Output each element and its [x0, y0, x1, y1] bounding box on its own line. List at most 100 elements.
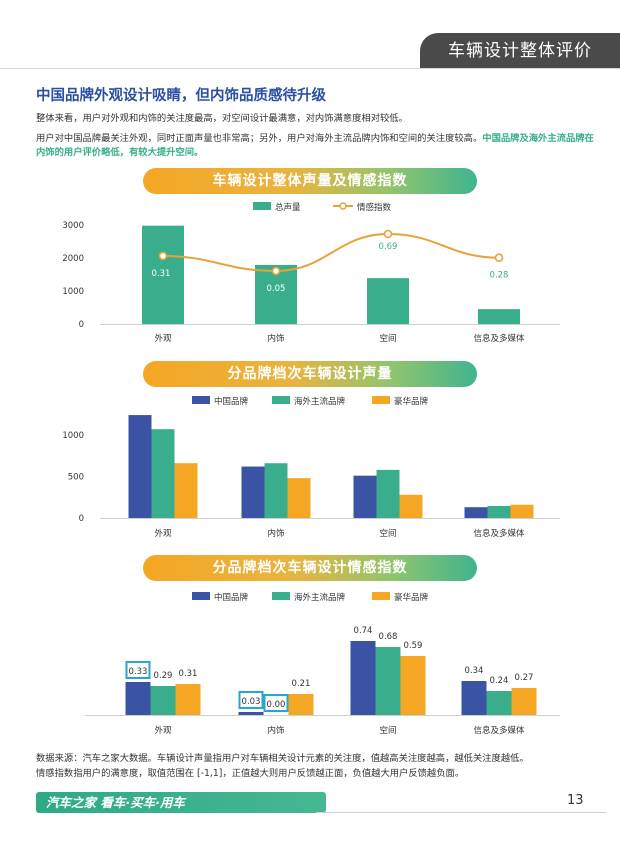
bar-volume-1 — [376, 469, 400, 518]
sentiment-data-label: 0.24 — [490, 676, 509, 686]
x-category-label: 信息及多媒体 — [473, 528, 525, 539]
legend-label-2: 豪华品牌 — [394, 592, 429, 603]
bar-volume-0 — [128, 415, 152, 518]
legend-swatch-2 — [372, 396, 390, 404]
chart-brand-tier-sentiment: 中国品牌 海外主流品牌 豪华品牌 0.33 0.29 0.31 外观 0.03 0.00 0.21… — [85, 592, 560, 736]
bar-volume-1 — [487, 505, 511, 518]
bar-sentiment-0 — [125, 682, 151, 715]
footnote: 数据来源：汽车之家大数据。车辆设计声量指用户对车辆相关设计元素的关注度，值越高关… — [36, 751, 606, 781]
sentiment-point — [494, 253, 504, 263]
detail-paragraph-highlight: 中国品牌及海外主流品牌在内饰的用户评价略低，有较大提升空间。 — [36, 133, 594, 158]
sentiment-data-label: 0.05 — [267, 284, 286, 294]
header-divider — [0, 68, 620, 69]
legend-label-1: 海外主流品牌 — [294, 592, 346, 603]
chart1-title-banner: 车辆设计整体声量及情感指数 — [143, 168, 477, 194]
y-tick-label: 0 — [79, 320, 84, 330]
sentiment-data-label: 0.28 — [490, 271, 509, 281]
sentiment-data-label: 0.74 — [354, 626, 373, 636]
legend-swatch-total-volume — [253, 202, 271, 210]
highlight-box — [263, 694, 289, 712]
x-category-label: 内饰 — [267, 725, 285, 736]
legend-label-0: 中国品牌 — [214, 592, 249, 603]
bar-sentiment-1 — [150, 686, 176, 715]
legend-label-2: 豪华品牌 — [394, 396, 429, 407]
sentiment-data-label: 0.21 — [292, 679, 311, 689]
page-number: 13 — [567, 793, 584, 808]
bar-volume-2 — [399, 494, 423, 518]
chart-overall-volume-sentiment: 总声量 情感指数 0 1000 2000 3000 外观 内饰 空间 信息及多媒体 0.31 0.05… — [62, 202, 560, 344]
bar-sentiment-0 — [350, 641, 376, 715]
x-category-label: 外观 — [154, 528, 172, 539]
x-category-label: 空间 — [379, 725, 396, 736]
legend-swatch-0 — [192, 592, 210, 600]
sentiment-definition-note: 情感指数指用户的满意度，取值范围在 [-1,1]，正值越大则用户反馈越正面，负值… — [36, 768, 465, 779]
sentiment-data-label: 0.69 — [379, 242, 398, 252]
highlight-box — [238, 691, 264, 709]
sentiment-data-label: 0.03 — [242, 697, 261, 707]
bar-volume-0 — [241, 466, 265, 518]
highlight-box — [125, 661, 151, 679]
detail-paragraph: 用户对中国品牌最关注外观，同时正面声量也非常高；另外，用户对海外主流品牌内饰和空… — [36, 132, 596, 160]
page-heading: 中国品牌外观设计吸睛，但内饰品质感待升级 — [36, 88, 326, 104]
bar-volume-0 — [464, 507, 488, 518]
sentiment-data-label: 0.00 — [267, 700, 286, 710]
detail-paragraph-text: 用户对中国品牌最关注外观，同时正面声量也非常高；另外，用户对海外主流品牌内饰和空… — [36, 133, 483, 144]
sentiment-data-label: 0.34 — [465, 666, 484, 676]
legend-marker-sentiment — [339, 202, 347, 210]
x-category-label: 空间 — [379, 528, 396, 539]
x-category-label: 信息及多媒体 — [473, 333, 525, 344]
sentiment-point — [383, 229, 393, 239]
bar-volume-2 — [287, 478, 311, 518]
bar-volume-2 — [510, 504, 534, 518]
bar-sentiment-2 — [288, 694, 314, 715]
sentiment-data-label: 0.29 — [154, 671, 173, 681]
legend-swatch-1 — [272, 396, 290, 404]
bar-sentiment-0 — [461, 681, 487, 715]
footer-divider — [316, 812, 606, 813]
sentiment-data-label: 0.68 — [379, 632, 398, 642]
sentiment-data-label: 0.31 — [152, 269, 171, 279]
y-tick-label: 2000 — [62, 254, 84, 264]
bar-sentiment-2 — [175, 684, 201, 715]
sentiment-point — [158, 251, 168, 261]
chart-brand-tier-volume: 中国品牌 海外主流品牌 豪华品牌 0 500 1000 外观 内饰 空间 信息及多媒体 — [62, 396, 560, 539]
x-category-label: 空间 — [379, 333, 396, 344]
sentiment-point — [271, 266, 281, 276]
y-tick-label: 3000 — [62, 221, 84, 231]
chart2-title-banner: 分品牌档次车辆设计声量 — [143, 361, 477, 387]
x-category-label: 信息及多媒体 — [473, 725, 525, 736]
bar-sentiment-0 — [238, 712, 264, 715]
brand-slogan: 汽车之家 看车·买车·用车 — [36, 792, 326, 813]
data-source-note: 数据来源：汽车之家大数据。车辆设计声量指用户对车辆相关设计元素的关注度，值越高关… — [36, 753, 529, 764]
x-category-label: 内饰 — [267, 528, 285, 539]
legend-label-1: 海外主流品牌 — [294, 396, 346, 407]
bar-volume-0 — [353, 475, 377, 518]
x-category-label: 内饰 — [267, 333, 285, 344]
bar-sentiment-2 — [511, 688, 537, 715]
legend-swatch-0 — [192, 396, 210, 404]
y-tick-label: 0 — [79, 514, 84, 524]
bar-sentiment-1 — [375, 647, 401, 715]
sentiment-data-label: 0.33 — [129, 667, 148, 677]
section-title-tab: 车辆设计整体评价 — [420, 33, 620, 69]
chart3-title-banner: 分品牌档次车辆设计情感指数 — [143, 555, 477, 581]
sentiment-data-label: 0.59 — [404, 641, 423, 651]
y-tick-label: 1000 — [62, 287, 84, 297]
bar-sentiment-2 — [400, 656, 426, 715]
sentiment-line — [162, 232, 500, 273]
bar-total-volume — [367, 278, 409, 324]
intro-paragraph: 整体来看，用户对外观和内饰的关注度最高，对空间设计最满意，对内饰满意度相对较低。 — [36, 113, 408, 124]
bar-volume-1 — [264, 463, 288, 518]
bar-total-volume — [478, 309, 520, 324]
legend-label-total-volume: 总声量 — [275, 202, 301, 213]
legend-swatch-1 — [272, 592, 290, 600]
bar-total-volume — [142, 225, 184, 324]
bar-volume-2 — [174, 463, 198, 518]
bar-sentiment-1 — [486, 691, 512, 715]
legend-label-sentiment: 情感指数 — [357, 202, 392, 213]
y-tick-label: 500 — [68, 473, 84, 483]
bar-volume-1 — [151, 429, 175, 518]
sentiment-data-label: 0.27 — [515, 673, 534, 683]
x-category-label: 外观 — [154, 725, 172, 736]
x-category-label: 外观 — [154, 333, 172, 344]
